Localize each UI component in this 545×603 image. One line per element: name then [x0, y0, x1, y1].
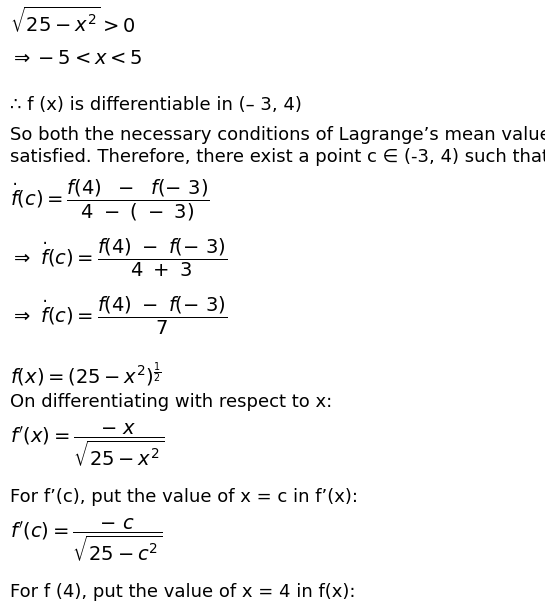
Text: So both the necessary conditions of Lagrange’s mean value theorem is: So both the necessary conditions of Lagr…	[10, 126, 545, 144]
Text: For f’(c), put the value of x = c in f’(x):: For f’(c), put the value of x = c in f’(…	[10, 488, 358, 506]
Text: For f (4), put the value of x = 4 in f(x):: For f (4), put the value of x = 4 in f(x…	[10, 583, 355, 601]
Text: On differentiating with respect to x:: On differentiating with respect to x:	[10, 393, 332, 411]
Text: satisfied. Therefore, there exist a point c ∈ (-3, 4) such that:: satisfied. Therefore, there exist a poin…	[10, 148, 545, 166]
Text: $\Rightarrow\ \dot{f}(c) = \dfrac{f(4)\ -\ f(-\ 3)}{4\ +\ 3}$: $\Rightarrow\ \dot{f}(c) = \dfrac{f(4)\ …	[10, 237, 227, 279]
Text: $\dot{f}(c) = \dfrac{f(4)\ \ -\ \ f(-\ 3)}{4\ -\ (\ -\ 3)}$: $\dot{f}(c) = \dfrac{f(4)\ \ -\ \ f(-\ 3…	[10, 177, 210, 223]
Text: $f'(c) = \dfrac{-\ c}{\sqrt{25 - c^2}}$: $f'(c) = \dfrac{-\ c}{\sqrt{25 - c^2}}$	[10, 517, 162, 563]
Text: $\Rightarrow -5 < x < 5$: $\Rightarrow -5 < x < 5$	[10, 48, 142, 68]
Text: $f(x) = (25 - x^2)^{\frac{1}{2}}$: $f(x) = (25 - x^2)^{\frac{1}{2}}$	[10, 360, 161, 388]
Text: $\Rightarrow\ \dot{f}(c) = \dfrac{f(4)\ -\ f(-\ 3)}{7}$: $\Rightarrow\ \dot{f}(c) = \dfrac{f(4)\ …	[10, 295, 227, 337]
Text: $\sqrt{25 - x^2} > 0$: $\sqrt{25 - x^2} > 0$	[10, 7, 136, 37]
Text: ∴ f (x) is differentiable in (– 3, 4): ∴ f (x) is differentiable in (– 3, 4)	[10, 96, 302, 114]
Text: $f'(x) = \dfrac{-\ x}{\sqrt{25 - x^2}}$: $f'(x) = \dfrac{-\ x}{\sqrt{25 - x^2}}$	[10, 421, 164, 469]
